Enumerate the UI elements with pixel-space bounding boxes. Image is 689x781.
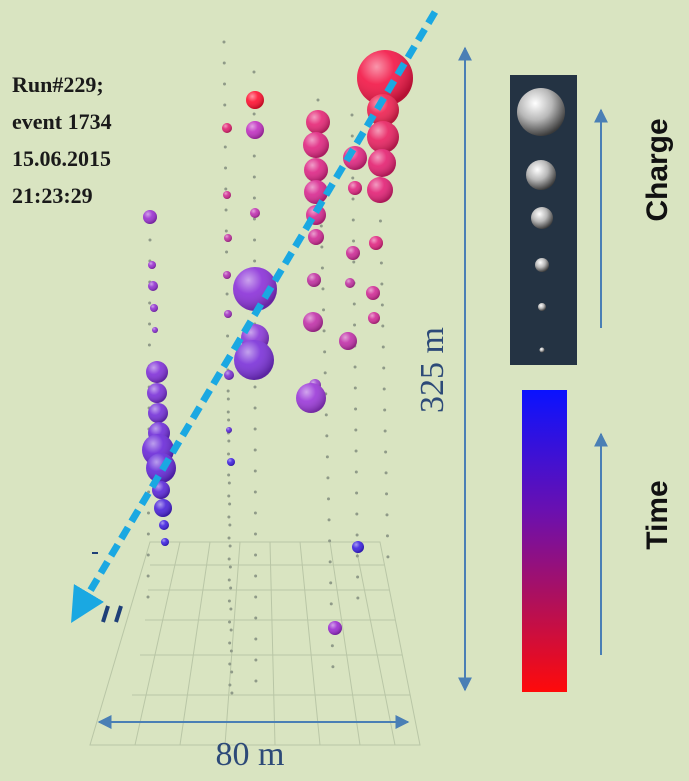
hit-shading [224, 310, 232, 318]
hit-shading [147, 383, 167, 403]
event-label: event 1734 [12, 109, 112, 134]
hit-shading [339, 332, 357, 350]
hit-shading [366, 286, 380, 300]
hit-shading [303, 312, 323, 332]
hit-shading [150, 304, 158, 312]
hit-shading [246, 91, 264, 109]
hit-shading [152, 327, 158, 333]
hit-shading [224, 370, 234, 380]
event-display: 325 m 80 m Run#229; event 1734 15.06.201… [0, 0, 689, 781]
hit-shading [226, 427, 232, 433]
hit-shading [148, 281, 158, 291]
time-label-legend: Time [641, 480, 674, 549]
hit-shading [296, 383, 326, 413]
hit-shading [222, 123, 232, 133]
hit-shading [148, 261, 156, 269]
hit-shading [146, 361, 168, 383]
width-label: 80 m [216, 736, 285, 773]
hit-shading [223, 271, 231, 279]
time-colorbar [522, 390, 567, 692]
hit-shading [328, 621, 342, 635]
hit-shading [367, 177, 393, 203]
hit-shading [368, 149, 396, 177]
hit-shading [143, 210, 157, 224]
hit-shading [307, 273, 321, 287]
hit-shading [352, 541, 364, 553]
hit-shading [159, 520, 169, 530]
track-marks [103, 606, 121, 622]
hit-shading [148, 403, 168, 423]
hit-shading [369, 236, 383, 250]
hit-shading [154, 499, 172, 517]
hit-shading [227, 458, 235, 466]
page: {"event_info": {"run": "Run#229;", "even… [0, 0, 689, 781]
hit-shading [161, 538, 169, 546]
floor-grid [90, 542, 420, 745]
hit-shading [250, 208, 260, 218]
hits [142, 50, 413, 635]
height-label: 325 m [414, 327, 451, 413]
hit-shading [224, 234, 232, 242]
hit-shading [346, 246, 360, 260]
hit-shading [223, 191, 231, 199]
hit-shading [367, 121, 399, 153]
hit-shading [368, 312, 380, 324]
hit-shading [246, 121, 264, 139]
date-label: 15.06.2015 [12, 146, 111, 171]
hit-shading [345, 278, 355, 288]
run-label: Run#229; [12, 72, 104, 97]
hit-shading [303, 132, 329, 158]
hit-shading [348, 181, 362, 195]
hit-shading [304, 158, 328, 182]
hit-shading [306, 110, 330, 134]
hit-shading [308, 229, 324, 245]
time-label: 21:23:29 [12, 183, 93, 208]
charge-label: Charge [641, 118, 674, 221]
